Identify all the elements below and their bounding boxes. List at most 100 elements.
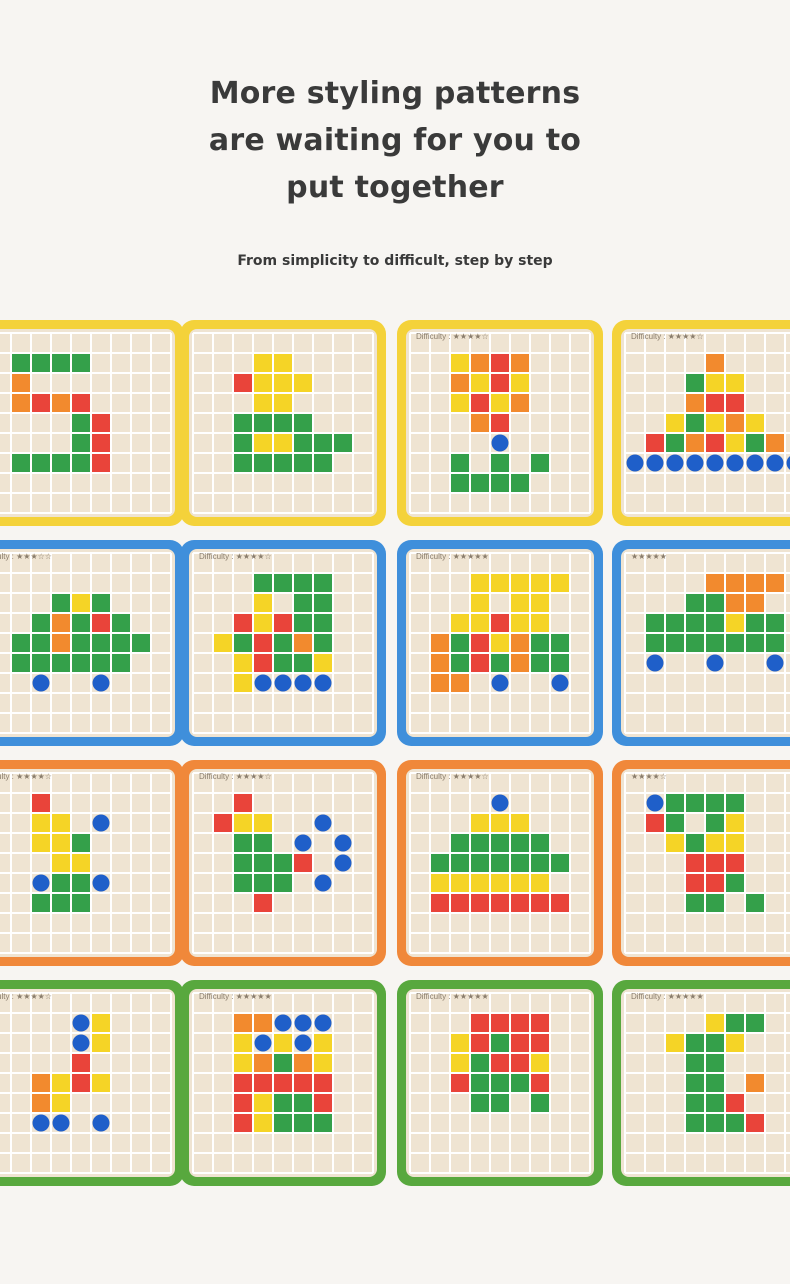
square-tile <box>32 1074 50 1092</box>
square-tile <box>274 374 292 392</box>
square-tile <box>52 654 70 672</box>
square-tile <box>72 1054 90 1072</box>
square-tile <box>451 354 469 372</box>
square-tile <box>511 654 529 672</box>
round-tile <box>706 654 724 672</box>
square-tile <box>471 414 489 432</box>
square-tile <box>254 594 272 612</box>
square-tile <box>726 1114 744 1132</box>
round-tile <box>491 674 509 692</box>
mosaic-pattern <box>0 992 172 1174</box>
square-tile <box>112 614 130 632</box>
square-tile <box>254 654 272 672</box>
square-tile <box>666 614 684 632</box>
difficulty-label: Difficulty : ★★★★☆ <box>199 552 272 561</box>
square-tile <box>72 594 90 612</box>
square-tile <box>294 1054 312 1072</box>
square-tile <box>686 1114 704 1132</box>
difficulty-label: ulty : ★★★★☆ <box>0 772 52 781</box>
square-tile <box>52 874 70 892</box>
square-tile <box>451 1074 469 1092</box>
square-tile <box>491 394 509 412</box>
square-tile <box>92 1034 110 1052</box>
square-tile <box>686 854 704 872</box>
square-tile <box>491 1094 509 1112</box>
square-tile <box>686 1094 704 1112</box>
card-car: ulty : ★★★☆☆ <box>0 540 184 746</box>
square-tile <box>254 874 272 892</box>
round-tile <box>491 794 509 812</box>
difficulty-label: Difficulty : ★★★★☆ <box>416 332 489 341</box>
square-tile <box>234 634 252 652</box>
square-tile <box>551 894 569 912</box>
square-tile <box>12 374 30 392</box>
square-tile <box>531 594 549 612</box>
puzzle-grid: Difficulty : ★★★★☆ <box>406 769 594 957</box>
square-tile <box>274 1114 292 1132</box>
square-tile <box>234 654 252 672</box>
square-tile <box>12 634 30 652</box>
square-tile <box>314 1034 332 1052</box>
square-tile <box>491 374 509 392</box>
square-tile <box>294 454 312 472</box>
square-tile <box>746 574 764 592</box>
square-tile <box>766 634 784 652</box>
square-tile <box>72 454 90 472</box>
square-tile <box>254 374 272 392</box>
square-tile <box>511 614 529 632</box>
square-tile <box>234 1034 252 1052</box>
square-tile <box>132 634 150 652</box>
round-tile <box>646 794 664 812</box>
square-tile <box>531 1034 549 1052</box>
puzzle-grid: Difficulty : ★★★★★ <box>406 549 594 737</box>
square-tile <box>52 834 70 852</box>
square-tile <box>471 814 489 832</box>
square-tile <box>92 654 110 672</box>
square-tile <box>686 434 704 452</box>
square-tile <box>746 414 764 432</box>
square-tile <box>531 894 549 912</box>
card-elephant: Difficulty : ★★★★★ <box>397 980 603 1186</box>
round-tile <box>686 454 704 472</box>
square-tile <box>726 634 744 652</box>
square-tile <box>726 1034 744 1052</box>
square-tile <box>274 1074 292 1092</box>
mosaic-pattern <box>409 772 591 954</box>
square-tile <box>746 434 764 452</box>
round-tile <box>646 454 664 472</box>
round-tile <box>786 456 790 470</box>
square-tile <box>746 1074 764 1092</box>
square-tile <box>686 1034 704 1052</box>
square-tile <box>491 574 509 592</box>
square-tile <box>511 354 529 372</box>
square-tile <box>254 354 272 372</box>
mosaic-pattern <box>624 552 790 734</box>
square-tile <box>511 574 529 592</box>
square-tile <box>314 594 332 612</box>
puzzle-grid: ulty : ★★★★☆ <box>0 769 175 957</box>
square-tile <box>32 454 50 472</box>
square-tile <box>234 1054 252 1072</box>
square-tile <box>214 814 232 832</box>
square-tile <box>706 394 724 412</box>
square-tile <box>511 634 529 652</box>
square-tile <box>491 654 509 672</box>
card-ostrich: ulty : ★★★★☆ <box>0 980 184 1186</box>
square-tile <box>274 354 292 372</box>
square-tile <box>92 634 110 652</box>
square-tile <box>706 634 724 652</box>
square-tile <box>72 634 90 652</box>
square-tile <box>254 1114 272 1132</box>
square-tile <box>32 794 50 812</box>
square-tile <box>52 634 70 652</box>
square-tile <box>746 634 764 652</box>
square-tile <box>254 634 272 652</box>
square-tile <box>746 1114 764 1132</box>
square-tile <box>72 354 90 372</box>
square-tile <box>52 1094 70 1112</box>
square-tile <box>706 894 724 912</box>
square-tile <box>52 454 70 472</box>
square-tile <box>706 834 724 852</box>
square-tile <box>666 1034 684 1052</box>
difficulty-label: Difficulty : ★★★★☆ <box>416 772 489 781</box>
